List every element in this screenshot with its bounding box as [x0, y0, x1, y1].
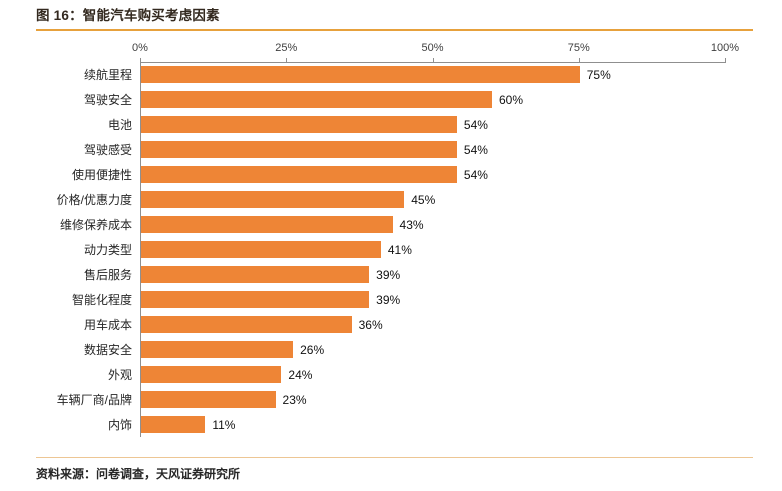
bar-track: 39%: [140, 287, 725, 312]
category-label: 车辆厂商/品牌: [56, 393, 132, 407]
category-label: 数据安全: [83, 343, 132, 357]
x-axis-tick-label: 50%: [421, 42, 444, 54]
category-label: 用车成本: [83, 318, 132, 332]
bar-track: 75%: [140, 62, 725, 87]
bar-track: 39%: [140, 262, 725, 287]
category-label: 驾驶安全: [83, 93, 132, 107]
bar: [141, 191, 405, 208]
bar-track: 54%: [140, 112, 725, 137]
bar-row: 数据安全 26%: [36, 337, 761, 362]
bar-track: 11%: [140, 412, 725, 437]
bar: [141, 91, 492, 108]
bar: [141, 216, 393, 233]
category-label: 售后服务: [83, 268, 132, 282]
x-axis-tick-mark: [432, 58, 434, 62]
bar: [141, 66, 580, 83]
x-axis-tick-label: 25%: [275, 42, 298, 54]
bar-row: 动力类型 41%: [36, 237, 761, 262]
category-label: 电池: [107, 118, 132, 132]
bar: [141, 366, 282, 383]
bar-row: 续航里程 75%: [36, 62, 761, 87]
value-label: 54%: [463, 167, 488, 182]
bar: [141, 266, 370, 283]
bar: [141, 391, 276, 408]
figure-title: 图 16：智能汽车购买考虑因素: [36, 8, 220, 23]
bar-row: 驾驶安全 60%: [36, 87, 761, 112]
x-axis-tick-marks: [140, 57, 726, 62]
bar: [141, 291, 370, 308]
category-label: 维修保养成本: [59, 218, 132, 232]
bar-row: 售后服务 39%: [36, 262, 761, 287]
value-label: 36%: [358, 317, 383, 332]
x-axis-tick-label: 75%: [567, 42, 590, 54]
value-label: 23%: [282, 392, 307, 407]
value-label: 54%: [463, 142, 488, 157]
category-label: 外观: [107, 368, 132, 382]
value-label: 43%: [399, 217, 424, 232]
bar-row: 驾驶感受 54%: [36, 137, 761, 162]
x-axis-tick-mark: [286, 58, 288, 62]
bar-row: 电池 54%: [36, 112, 761, 137]
bar-row: 维修保养成本 43%: [36, 212, 761, 237]
category-label: 价格/优惠力度: [56, 193, 132, 207]
x-axis-tick-mark: [140, 58, 141, 62]
bar: [141, 316, 352, 333]
bar-track: 43%: [140, 212, 725, 237]
value-label: 75%: [586, 67, 611, 82]
bar-row: 使用便捷性 54%: [36, 162, 761, 187]
footer-divider: [36, 457, 753, 458]
category-label: 动力类型: [83, 243, 132, 257]
x-axis-labels: 0% 25% 50% 75% 100%: [132, 41, 739, 57]
x-axis-tick-label: 100%: [710, 42, 740, 54]
bar-row: 车辆厂商/品牌 23%: [36, 387, 761, 412]
bar-row: 用车成本 36%: [36, 312, 761, 337]
bar-row: 内饰 11%: [36, 412, 761, 437]
value-label: 11%: [212, 417, 236, 432]
bar-row: 智能化程度 39%: [36, 287, 761, 312]
bar-track: 54%: [140, 162, 725, 187]
category-label: 驾驶感受: [83, 143, 132, 157]
category-label: 使用便捷性: [71, 168, 132, 182]
x-axis-line: [140, 62, 726, 63]
value-label: 24%: [288, 367, 313, 382]
value-label: 45%: [411, 192, 436, 207]
bar: [141, 241, 381, 258]
bar-row: 外观 24%: [36, 362, 761, 387]
bar-track: 41%: [140, 237, 725, 262]
value-label: 39%: [376, 267, 401, 282]
bar: [141, 141, 457, 158]
category-label: 智能化程度: [71, 293, 132, 307]
category-label: 内饰: [107, 418, 132, 432]
bar-track: 45%: [140, 187, 725, 212]
value-label: 60%: [499, 92, 524, 107]
title-divider: [36, 29, 753, 31]
bar-track: 26%: [140, 337, 725, 362]
bar: [141, 341, 294, 358]
bar-track: 60%: [140, 87, 725, 112]
bar-track: 54%: [140, 137, 725, 162]
x-axis-tick-label: 0%: [132, 42, 148, 54]
value-label: 39%: [376, 292, 401, 307]
value-label: 26%: [300, 342, 325, 357]
bar: [141, 116, 457, 133]
value-label: 54%: [463, 117, 488, 132]
x-axis-tick-mark: [578, 58, 580, 62]
bar-track: 36%: [140, 312, 725, 337]
plot-area: 续航里程 75% 驾驶安全 60% 电池 54% 驾驶感受 54% 使用便捷性 54% 价格/优惠力…: [36, 62, 761, 437]
source-note: 资料来源：问卷调查，天风证券研究所: [36, 467, 241, 481]
bar: [141, 416, 206, 433]
bar-track: 23%: [140, 387, 725, 412]
y-axis-line: [140, 62, 141, 437]
category-label: 续航里程: [83, 68, 132, 82]
x-axis-tick-mark: [725, 58, 726, 62]
bar: [141, 166, 457, 183]
value-label: 41%: [387, 242, 412, 257]
bar-row: 价格/优惠力度 45%: [36, 187, 761, 212]
bar-track: 24%: [140, 362, 725, 387]
